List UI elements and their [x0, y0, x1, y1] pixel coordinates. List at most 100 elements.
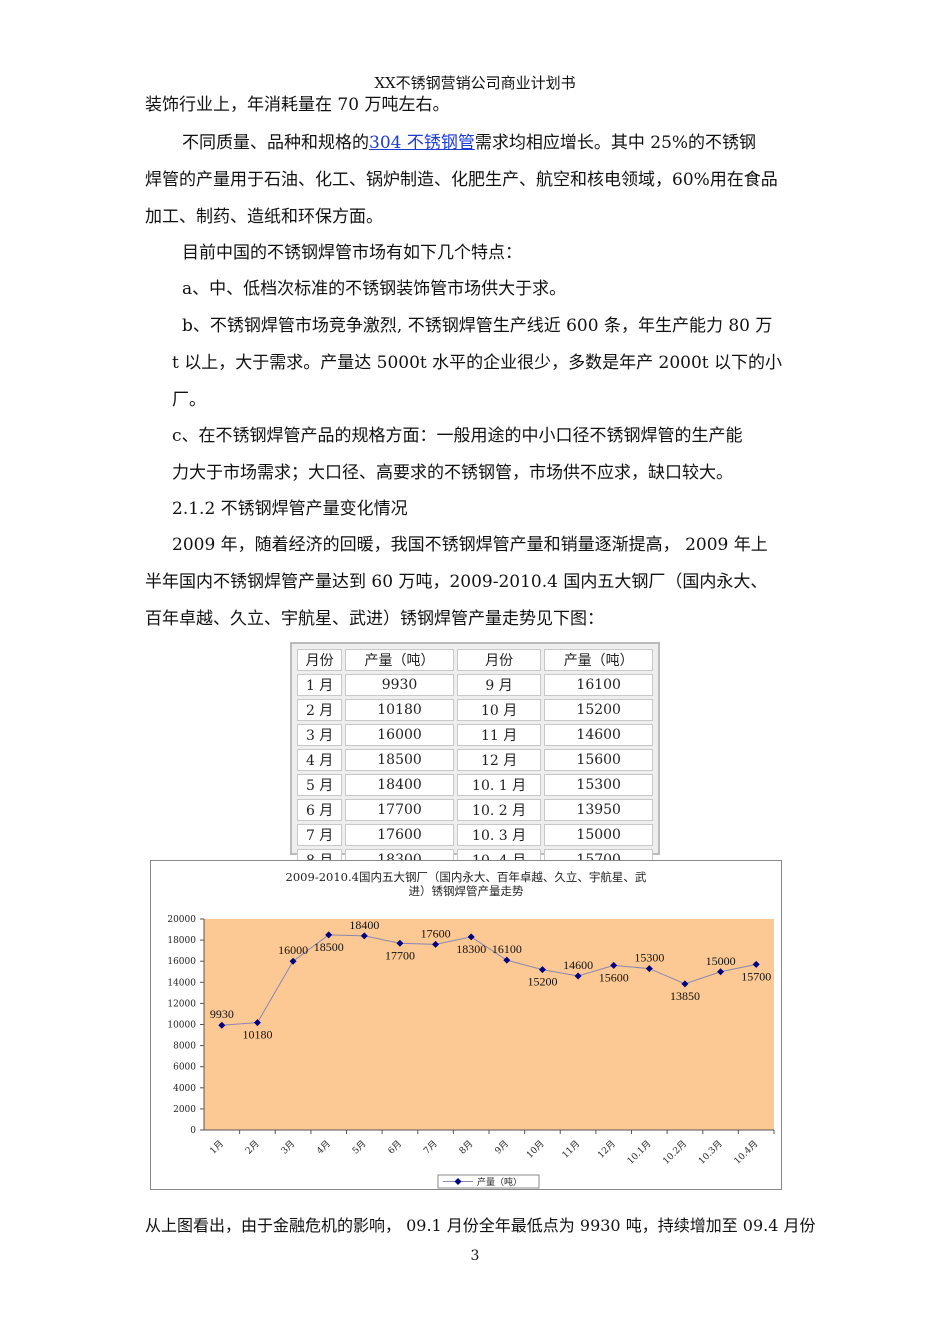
text-line: 力大于市场需求；大口径、高要求的不锈钢管，市场供不应求，缺口较大。 [172, 463, 733, 483]
text-line: 厂。 [172, 390, 206, 410]
text: 不同质量、品种和规格的 [182, 133, 369, 153]
y-tick-label: 6000 [173, 1063, 196, 1073]
legend-label: 产量（吨） [477, 1176, 522, 1188]
table-cell: 10. 3 月 [456, 824, 542, 846]
data-label: 17600 [421, 926, 451, 940]
plot-area [204, 919, 774, 1130]
table-cell: 10180 [345, 699, 454, 721]
data-point [467, 933, 475, 941]
table-cell: 12 月 [456, 749, 542, 771]
data-point [253, 1019, 261, 1027]
data-label: 18300 [456, 942, 486, 956]
data-point [717, 968, 725, 976]
chart-title: 2009-2010.4国内五大钢厂（国内永大、百年卓越、久立、宇航星、武 [286, 870, 647, 884]
text-line: 加工、制药、造纸和环保方面。 [145, 207, 383, 227]
text-line: a、中、低档次标准的不锈钢装饰管市场供大于求。 [182, 279, 567, 299]
table-cell: 10. 2 月 [456, 799, 542, 821]
x-tick-label: 3月 [279, 1138, 297, 1156]
data-label: 16000 [278, 943, 308, 957]
x-tick-label: 8月 [457, 1138, 475, 1156]
data-label: 18500 [314, 940, 344, 954]
column-header: 月份 [297, 649, 343, 671]
x-tick-label: 1月 [208, 1138, 226, 1156]
data-label: 15200 [527, 975, 557, 989]
x-tick-label: 10.1月 [625, 1138, 653, 1166]
text-line: 装饰行业上，年消耗量在 70 万吨左右。 [145, 95, 450, 115]
text-line: 2009 年，随着经济的回暖，我国不锈钢焊管产量和销量逐渐提高， 2009 年上 [172, 535, 768, 555]
table-cell: 9930 [345, 674, 454, 696]
table-cell: 9 月 [456, 674, 542, 696]
text-line: 不同质量、品种和规格的304 不锈钢管需求均相应增长。其中 25%的不锈钢 [182, 133, 756, 153]
data-point [396, 939, 404, 947]
table-cell: 15600 [544, 749, 653, 771]
table-cell: 10 月 [456, 699, 542, 721]
table-cell: 16100 [544, 674, 653, 696]
data-point [681, 980, 689, 988]
table-cell: 3 月 [297, 724, 343, 746]
table-cell: 14600 [544, 724, 653, 746]
y-tick-label: 10000 [167, 1021, 196, 1031]
table-cell: 10. 1 月 [456, 774, 542, 796]
data-label: 15600 [599, 970, 629, 984]
column-header: 月份 [456, 649, 542, 671]
table-row: 3 月 16000 11 月 14600 [297, 724, 653, 746]
data-point [752, 960, 760, 968]
data-label: 13850 [670, 989, 700, 1003]
data-point [538, 966, 546, 974]
text-line: 焊管的产量用于石油、化工、锅炉制造、化肥生产、航空和核电领域，60%用在食品 [145, 170, 778, 190]
y-tick-label: 0 [190, 1126, 196, 1136]
text-line: c、在不锈钢焊管产品的规格方面：一般用途的中小口径不锈钢焊管的生产能 [172, 426, 743, 446]
x-tick-label: 12月 [596, 1138, 618, 1160]
table-row: 5 月 18400 10. 1 月 15300 [297, 774, 653, 796]
chart-title: 进）锈钢焊管产量走势 [409, 884, 524, 898]
table-cell: 5 月 [297, 774, 343, 796]
table-row: 4 月 18500 12 月 15600 [297, 749, 653, 771]
table-cell: 7 月 [297, 824, 343, 846]
table-cell: 1 月 [297, 674, 343, 696]
text: 需求均相应增长。其中 25%的不锈钢 [474, 133, 757, 153]
data-label: 18400 [349, 918, 379, 932]
data-point [325, 931, 333, 939]
table-cell: 17700 [345, 799, 454, 821]
x-tick-label: 11月 [560, 1138, 582, 1160]
x-tick-label: 10.3月 [696, 1138, 724, 1166]
data-point [360, 932, 368, 940]
x-tick-label: 10月 [524, 1138, 546, 1160]
data-label: 9930 [210, 1007, 234, 1021]
table-row: 2 月 10180 10 月 15200 [297, 699, 653, 721]
column-header: 产量（吨） [345, 649, 454, 671]
data-point [218, 1021, 226, 1029]
table-cell: 17600 [345, 824, 454, 846]
data-label: 14600 [563, 958, 593, 972]
page-number: 3 [470, 1248, 480, 1264]
y-tick-label: 14000 [167, 978, 196, 988]
section-heading: 2.1.2 不锈钢焊管产量变化情况 [172, 499, 408, 519]
table-row: 1 月 9930 9 月 16100 [297, 674, 653, 696]
text-line: 半年国内不锈钢焊管产量达到 60 万吨，2009-2010.4 国内五大钢厂（国… [145, 572, 768, 592]
page-header: XX不锈钢营销公司商业计划书 [374, 74, 576, 92]
production-table: 月份 产量（吨） 月份 产量（吨） 1 月 9930 9 月 16100 2 月 10180 10 … [290, 642, 660, 871]
table-cell: 2 月 [297, 699, 343, 721]
table-cell: 4 月 [297, 749, 343, 771]
y-tick-label: 2000 [173, 1105, 196, 1115]
x-tick-label: 9月 [493, 1138, 511, 1156]
table-cell: 11 月 [456, 724, 542, 746]
table-cell: 18400 [345, 774, 454, 796]
table-cell: 18500 [345, 749, 454, 771]
data-point [610, 961, 618, 969]
text-line: b、不锈钢焊管市场竞争激烈, 不锈钢焊管生产线近 600 条，年生产能力 80 … [182, 316, 773, 336]
y-tick-label: 16000 [167, 957, 196, 967]
x-tick-label: 7月 [421, 1138, 439, 1156]
y-tick-label: 18000 [167, 936, 196, 946]
table-cell: 15300 [544, 774, 653, 796]
link-304-pipe[interactable]: 304 不锈钢管 [369, 133, 475, 153]
data-label: 15700 [741, 969, 771, 983]
text-line: 从上图看出，由于金融危机的影响， 09.1 月份全年最低点为 9930 吨，持续… [145, 1216, 816, 1235]
data-point [432, 940, 440, 948]
line-chart: 2009-2010.4国内五大钢厂（国内永大、百年卓越、久立、宇航星、武进）锈钢… [167, 870, 775, 1189]
data-label: 17700 [385, 948, 415, 962]
y-tick-label: 4000 [173, 1084, 196, 1094]
table-cell: 13950 [544, 799, 653, 821]
table-cell: 6 月 [297, 799, 343, 821]
